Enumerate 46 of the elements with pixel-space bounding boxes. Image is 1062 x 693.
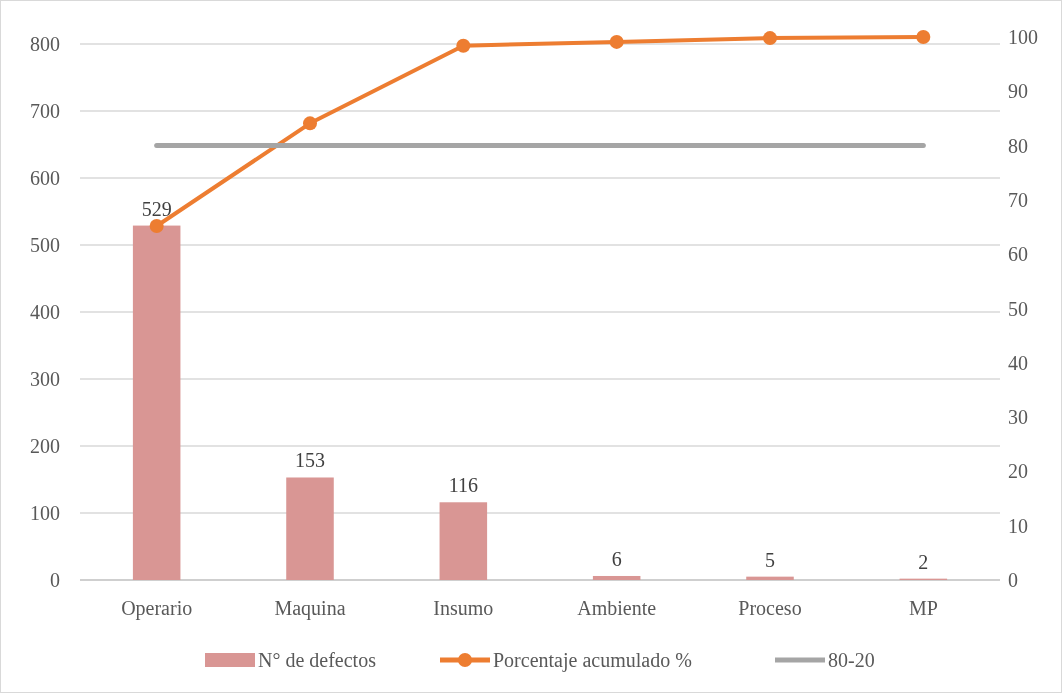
bar [286, 477, 334, 580]
y2-tick-label: 80 [1008, 134, 1028, 157]
data-label: 6 [611, 547, 622, 570]
x-tick-label: Insumo [433, 597, 494, 619]
point [763, 31, 777, 46]
data-label: 529 [141, 197, 172, 220]
y-tick-label: 100 [30, 502, 60, 524]
y-tick-label: 300 [30, 368, 60, 390]
y2-tick-label: 0 [1008, 569, 1018, 591]
y-tick-label: 0 [50, 569, 60, 591]
y-tick-label: 500 [30, 234, 60, 256]
x-tick-label: MP [908, 597, 938, 619]
data-label: 5 [765, 548, 775, 571]
point [303, 116, 317, 131]
legend-label: 80-20 [828, 649, 875, 671]
y-tick-label: 200 [30, 435, 60, 457]
y2-tick-label: 40 [1008, 351, 1028, 374]
y2-tick-label: 100 [1008, 26, 1038, 48]
y2-tick-label: 90 [1008, 80, 1028, 103]
point [149, 218, 164, 233]
legend-label: N° de defectos [258, 649, 377, 671]
x-tick-label: Proceso [738, 597, 802, 619]
point [456, 38, 471, 53]
y2-tick-label: 50 [1008, 297, 1028, 320]
bar [132, 225, 181, 580]
bar [439, 502, 488, 580]
y2-tick-label: 60 [1008, 243, 1028, 266]
bar [592, 575, 641, 580]
x-tick-label: Ambiente [577, 597, 657, 619]
data-label: 153 [295, 449, 325, 472]
y-tick-label: 400 [30, 301, 60, 323]
x-tick-label: Operario [121, 597, 193, 620]
y2-tick-label: 30 [1008, 406, 1028, 429]
point [916, 30, 931, 44]
y-tick-label: 600 [30, 167, 60, 189]
y-tick-label: 700 [30, 100, 60, 122]
bar [746, 576, 794, 580]
y-tick-label: 800 [30, 33, 60, 55]
y2-tick-label: 20 [1008, 460, 1028, 483]
y2-tick-label: 70 [1008, 188, 1028, 211]
data-label: 2 [918, 550, 929, 573]
y2-tick-label: 10 [1008, 514, 1028, 537]
point [609, 34, 624, 49]
data-label: 116 [448, 474, 478, 497]
x-tick-label: Maquina [274, 597, 346, 620]
legend-label: Porcentaje acumulado % [493, 649, 692, 672]
